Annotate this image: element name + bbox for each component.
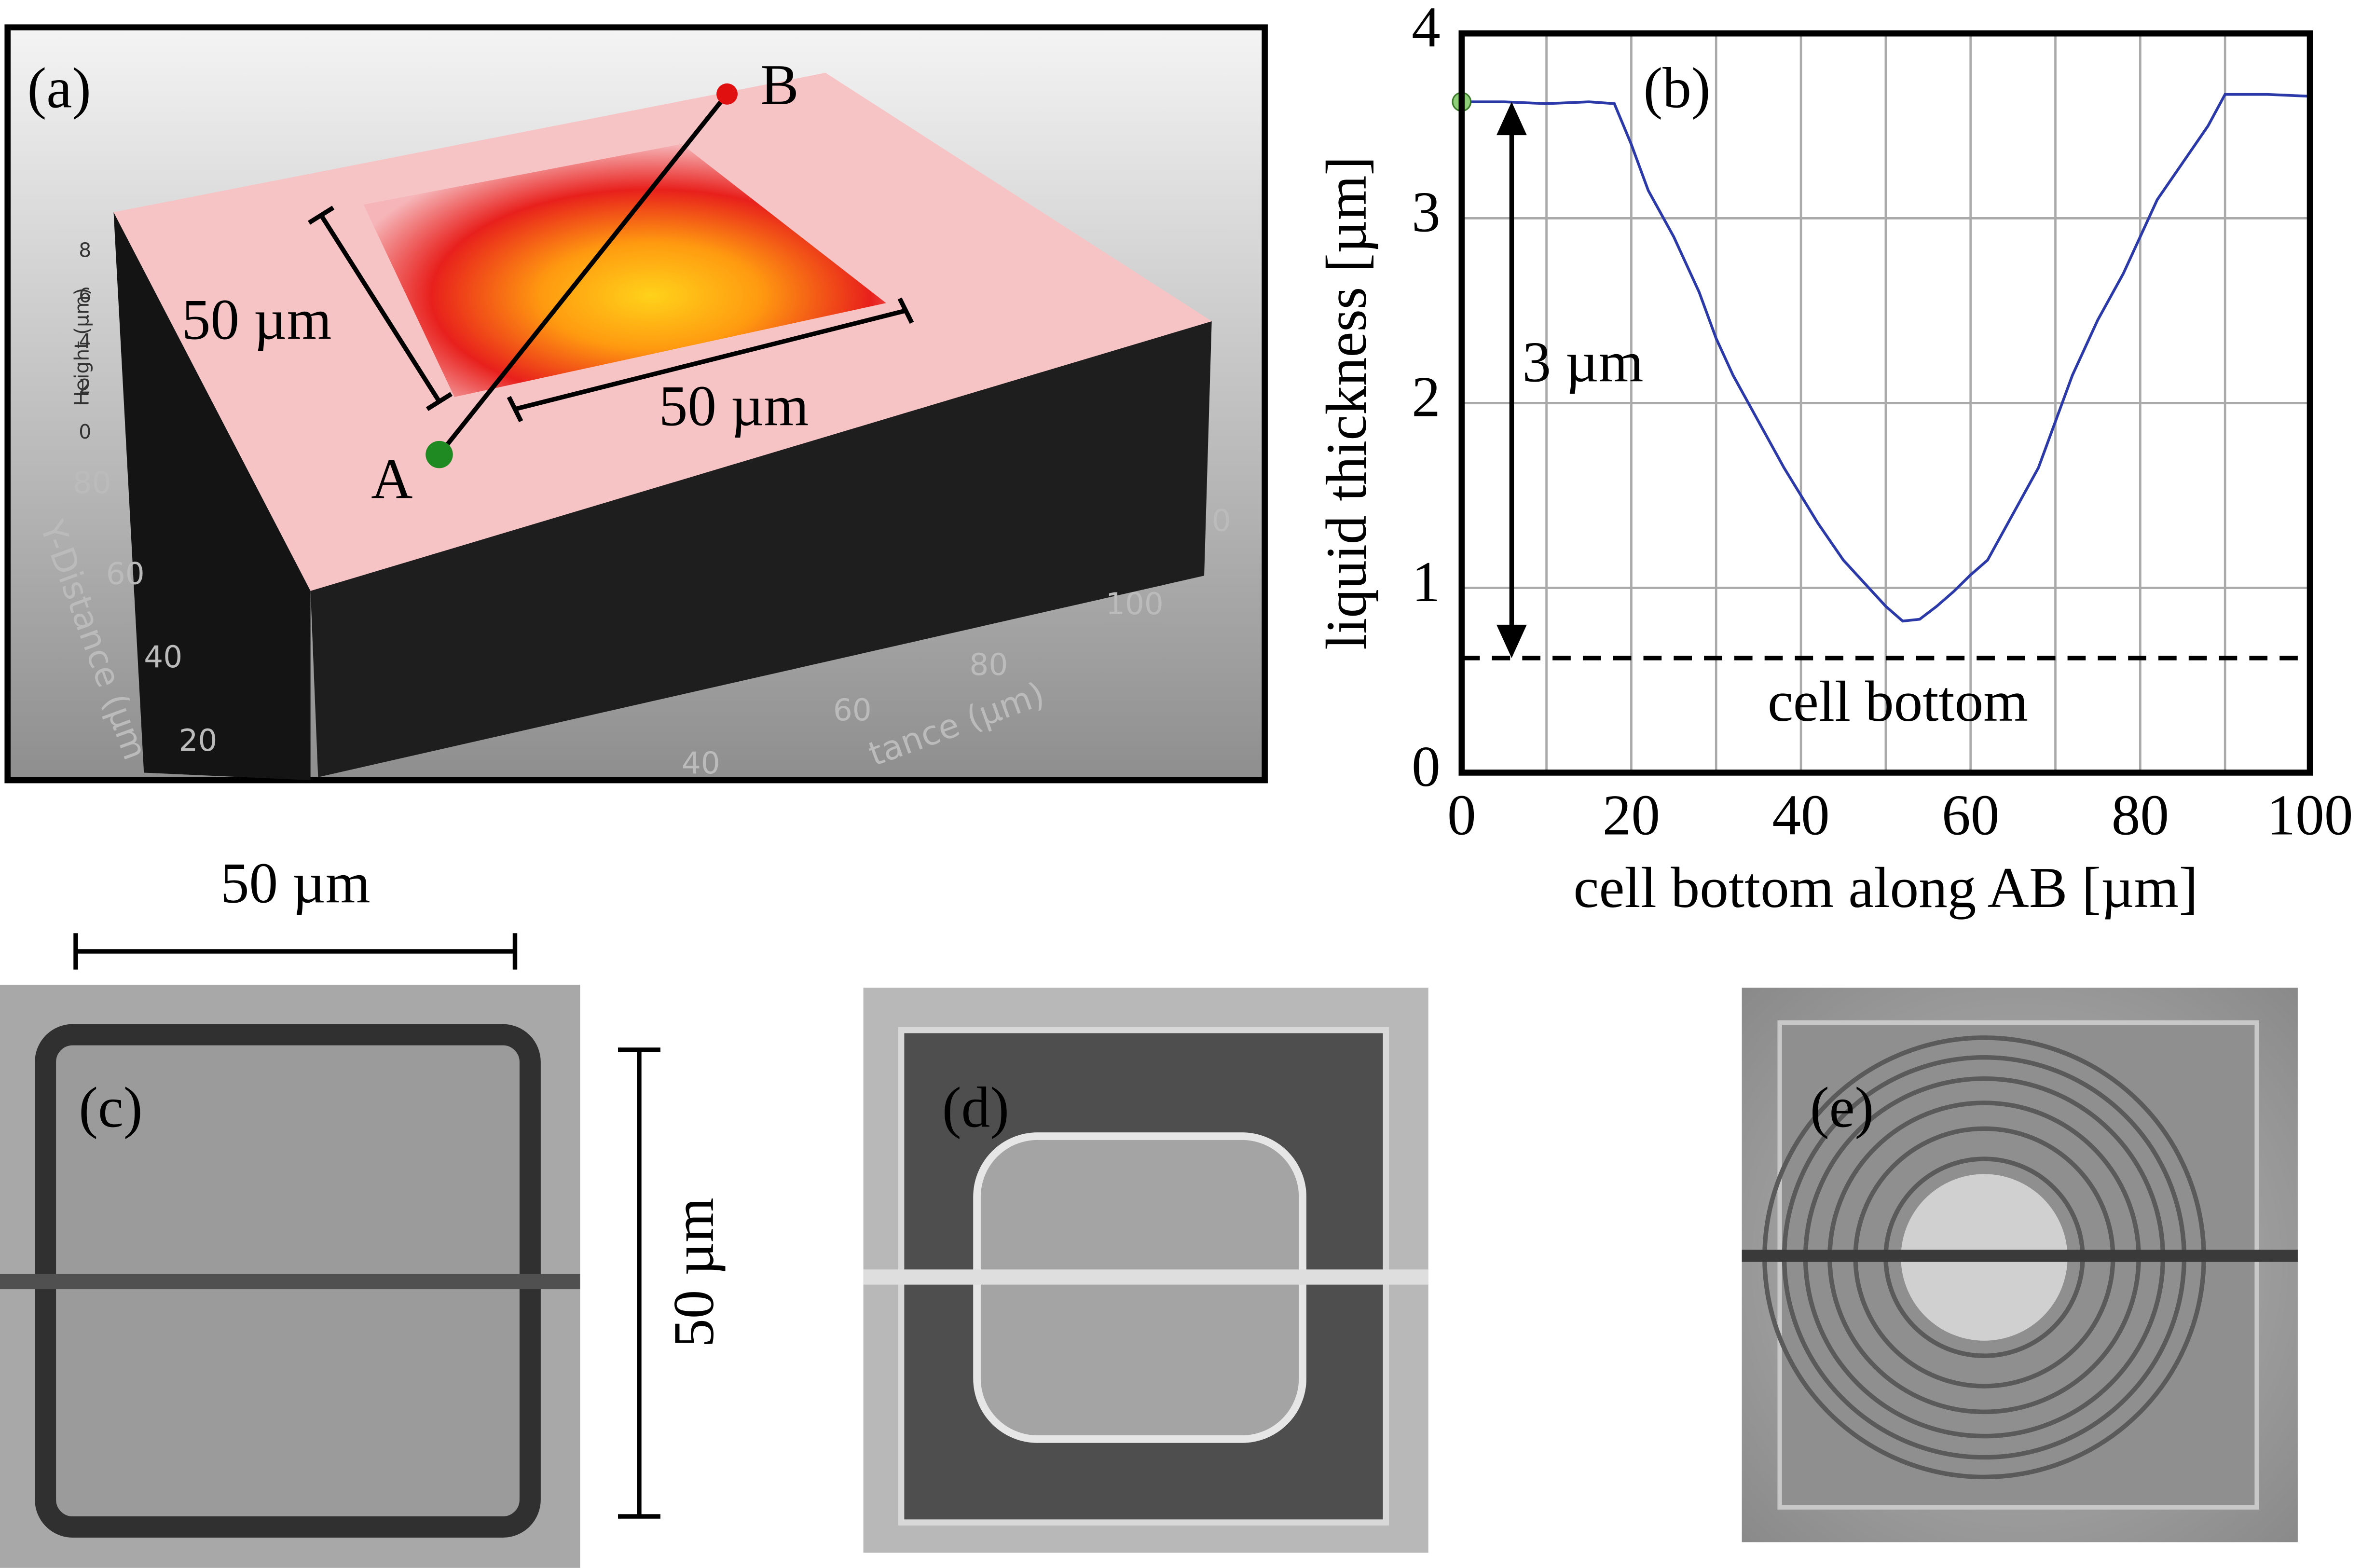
- tick-label: 80: [73, 465, 111, 500]
- plot-frame: [1458, 30, 2313, 776]
- scale-bar-2: [507, 297, 914, 423]
- y-tick-label: 1: [1412, 550, 1441, 614]
- x-tick-label: 60: [1942, 783, 1999, 847]
- line-ab: [437, 92, 729, 456]
- panel-a: (a) A B 50 µm 50 µm Height (µm) 0 2 4 6 …: [4, 24, 1268, 784]
- crater: [363, 144, 886, 397]
- tick-label: 0: [1212, 503, 1231, 538]
- block-left-face: [113, 212, 311, 781]
- axis-title: Height (µm): [70, 288, 94, 406]
- scale-bar-side: [618, 1047, 660, 1519]
- tick-label: 60: [106, 556, 145, 591]
- x-tick-label: 20: [1603, 783, 1660, 847]
- x-axis-title: cell bottom along AB [µm]: [1574, 856, 2198, 920]
- panel-label: (e): [1810, 1075, 1874, 1139]
- scale-label: 50 µm: [659, 374, 809, 438]
- channel: [863, 1269, 1428, 1285]
- y-axis-title: liquid thickness [µm]: [1315, 156, 1378, 650]
- annotation: cell bottom: [1768, 670, 2028, 733]
- point-label: B: [760, 53, 799, 117]
- panel-e: (e): [1742, 988, 2298, 1542]
- panel-label: (c): [79, 1075, 142, 1139]
- block-front-face: [310, 321, 1212, 777]
- tick-label: 100: [1106, 586, 1164, 621]
- y-tick-label: 4: [1412, 0, 1441, 59]
- x-tick-label: 0: [1447, 783, 1476, 847]
- point-a: [426, 440, 453, 468]
- tick-label: 20: [178, 723, 217, 758]
- scale-label: 50 µm: [662, 1197, 726, 1348]
- x-tick-label: 80: [2112, 783, 2169, 847]
- tick-label: 40: [144, 639, 182, 674]
- panel-b: 0 20 40 60 80 100 0 1 2 3 4 (b) 3 µm cell bottom cell …: [1315, 0, 2353, 920]
- panel-d: (d): [863, 988, 1428, 1553]
- point-label: A: [371, 447, 412, 510]
- tick-label: 2: [79, 375, 91, 398]
- tick-label: 40: [682, 745, 720, 781]
- tick-label: 80: [969, 647, 1008, 682]
- panel-label: (d): [942, 1075, 1009, 1139]
- scale-label: 50 µm: [182, 288, 332, 352]
- tick-label: 4: [79, 330, 91, 353]
- channel: [1742, 1250, 2298, 1262]
- scale-label: 50 µm: [220, 852, 371, 915]
- thickness-line: [1461, 93, 2310, 623]
- panel-c: (c): [0, 985, 580, 1568]
- tick-label: 8: [79, 238, 91, 261]
- channel: [0, 1274, 580, 1290]
- scale-bar-top: [73, 933, 518, 970]
- y-tick-label: 3: [1412, 180, 1441, 244]
- panel-label: (b): [1644, 56, 1711, 120]
- point-b: [716, 83, 738, 105]
- tick-label: 60: [833, 692, 872, 728]
- annotation: 3 µm: [1522, 330, 1643, 394]
- tick-label: 6: [79, 284, 91, 307]
- x-tick-label: 40: [1772, 783, 1829, 847]
- y-tick-label: 0: [1412, 735, 1441, 798]
- panel-label: (a): [27, 56, 91, 120]
- y-tick-label: 2: [1412, 365, 1441, 429]
- x-tick-label: 100: [2267, 783, 2353, 847]
- droplet: [973, 1132, 1306, 1443]
- tick-label: 0: [79, 420, 91, 443]
- scale-bar-1: [307, 206, 453, 411]
